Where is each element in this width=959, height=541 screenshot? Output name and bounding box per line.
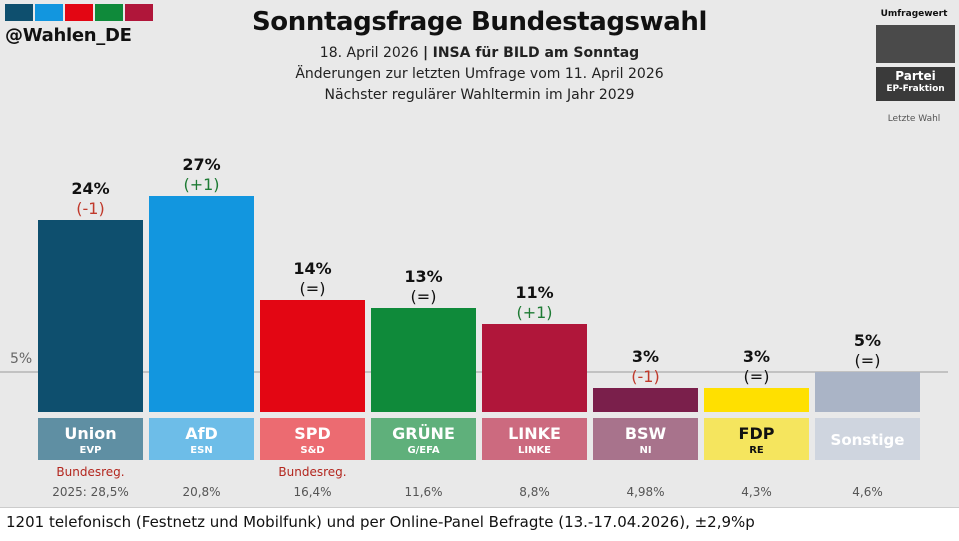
legend-party-swatch: Partei EP-Fraktion — [876, 67, 955, 101]
value-label: 14% — [293, 259, 331, 278]
change-label: (+1) — [183, 175, 219, 194]
party-label-box — [149, 418, 254, 460]
bar-4 — [482, 324, 587, 412]
subtitle-date-line: 18. April 2026 | INSA für BILD am Sonnta… — [0, 45, 959, 61]
legend-party-label: Partei — [895, 69, 936, 83]
flag-swatch — [65, 4, 93, 21]
account-handle: @Wahlen_DE — [5, 25, 132, 46]
flag-swatch — [35, 4, 63, 21]
last-election-value: 4,3% — [741, 485, 772, 499]
last-election-value: 4,6% — [852, 485, 883, 499]
ep-faction: ESN — [190, 445, 212, 456]
party-label-box — [593, 418, 698, 460]
bar-6 — [704, 388, 809, 412]
party-name: Union — [64, 424, 116, 443]
bar-3 — [371, 308, 476, 412]
flag-swatch — [5, 4, 33, 21]
ep-faction: S&D — [300, 445, 324, 456]
party-name: AfD — [185, 424, 218, 443]
subtitle-separator: | — [423, 45, 429, 61]
bar-0 — [38, 220, 143, 412]
reference-line-label: 5% — [10, 351, 33, 367]
last-election-value: 4,98% — [626, 485, 664, 499]
party-name: LINKE — [508, 424, 561, 443]
last-election-value: 11,6% — [404, 485, 442, 499]
change-label: (-1) — [76, 199, 104, 218]
government-label: Bundesreg. — [56, 465, 124, 479]
party-name: GRÜNE — [392, 424, 455, 443]
party-name: FDP — [739, 424, 775, 443]
party-label-box — [260, 418, 365, 460]
party-label-box — [38, 418, 143, 460]
party-name: BSW — [625, 424, 667, 443]
legend-faction-label: EP-Fraktion — [886, 84, 945, 94]
change-label: (=) — [411, 287, 437, 306]
legend-poll-value-label: Umfragewert — [880, 9, 948, 19]
bar-7 — [815, 372, 920, 412]
ep-faction: LINKE — [518, 445, 551, 456]
legend-last-election-label: Letzte Wahl — [887, 114, 941, 124]
poll-date: 18. April 2026 — [319, 45, 419, 61]
change-label: (+1) — [516, 303, 552, 322]
bar-2 — [260, 300, 365, 412]
party-name: SPD — [294, 424, 331, 443]
change-label: (=) — [300, 279, 326, 298]
last-election-value: 20,8% — [182, 485, 220, 499]
flag-swatch — [125, 4, 153, 21]
chart-title: Sonntagsfrage Bundestagswahl — [251, 7, 708, 37]
government-label: Bundesreg. — [278, 465, 346, 479]
party-label-box — [815, 418, 920, 460]
ep-faction: RE — [749, 445, 764, 456]
change-label: (=) — [744, 367, 770, 386]
last-election-value: 8,8% — [519, 485, 550, 499]
value-label: 3% — [632, 347, 659, 366]
value-label: 5% — [854, 331, 881, 350]
value-label: 3% — [743, 347, 770, 366]
party-label-box — [371, 418, 476, 460]
next-election-note: Nächster regulärer Wahltermin im Jahr 20… — [324, 87, 635, 103]
poll-institute: INSA für BILD am Sonntag — [432, 45, 640, 61]
party-name: Sonstige — [831, 431, 905, 449]
ep-faction: NI — [639, 445, 651, 456]
flag-swatch — [95, 4, 123, 21]
value-label: 11% — [515, 283, 553, 302]
value-label: 24% — [71, 179, 109, 198]
bar-5 — [593, 388, 698, 412]
last-election-value: 2025: 28,5% — [52, 485, 129, 499]
value-label: 27% — [182, 155, 220, 174]
party-label-box — [704, 418, 809, 460]
bar-1 — [149, 196, 254, 412]
ep-faction: G/EFA — [407, 445, 439, 456]
change-label: (=) — [855, 351, 881, 370]
legend-bar-swatch — [876, 25, 955, 63]
last-election-value: 16,4% — [293, 485, 331, 499]
footer-bar: 1201 telefonisch (Festnetz und Mobilfunk… — [0, 507, 959, 541]
changes-note: Änderungen zur letzten Umfrage vom 11. A… — [295, 66, 664, 82]
methodology-note: 1201 telefonisch (Festnetz und Mobilfunk… — [6, 513, 755, 531]
party-label-box — [482, 418, 587, 460]
value-label: 13% — [404, 267, 442, 286]
change-label: (-1) — [631, 367, 659, 386]
ep-faction: EVP — [80, 445, 102, 456]
